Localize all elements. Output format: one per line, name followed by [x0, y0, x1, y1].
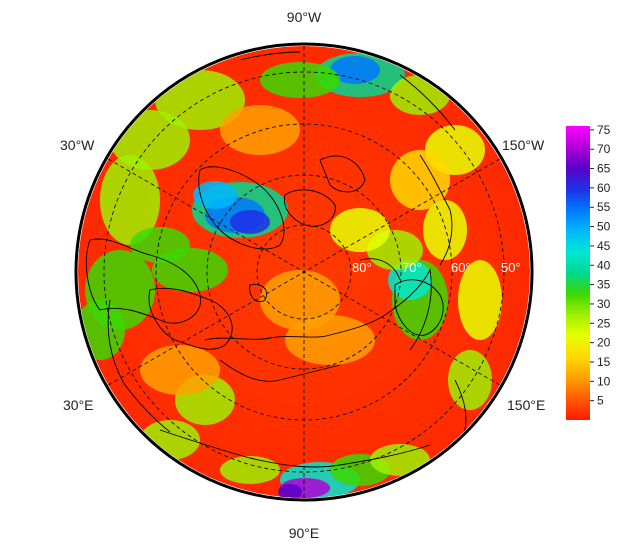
value-blob	[330, 208, 390, 252]
value-blob	[260, 62, 340, 98]
colorbar-tick-label: 40	[597, 258, 611, 272]
lat-label-50: 50°	[501, 260, 521, 275]
colorbar-tick-label: 15	[597, 355, 611, 369]
colorbar-tick-label: 70	[597, 142, 611, 156]
lat-label-70: 70°	[402, 260, 422, 275]
colorbar: 5 10 15 20 25 30 35 40 45 50 55 60 65 70 75	[566, 123, 611, 420]
colorbar-tick-label: 5	[597, 394, 604, 408]
lon-label-upper-right: 150°W	[502, 137, 545, 153]
lon-label-upper-left: 30°W	[60, 137, 95, 153]
colorbar-ticks: 5 10 15 20 25 30 35 40 45 50 55 60 65 70 75	[590, 123, 611, 408]
colorbar-tick-label: 20	[597, 336, 611, 350]
value-blob	[390, 150, 450, 210]
value-blob	[100, 155, 160, 245]
value-blob	[140, 345, 220, 395]
colorbar-tick-label: 10	[597, 374, 611, 388]
colorbar-tick-label: 75	[597, 123, 611, 137]
value-blob	[193, 181, 237, 209]
lon-label-lower-right: 150°E	[507, 397, 545, 413]
colorbar-tick-label: 25	[597, 316, 611, 330]
lat-label-60: 60°	[451, 260, 471, 275]
lon-label-lower-left: 30°E	[63, 397, 94, 413]
value-blob	[220, 105, 300, 155]
lon-label-bottom: 90°E	[289, 525, 320, 541]
coastlines	[85, 51, 467, 468]
value-blob	[330, 56, 380, 84]
value-blob	[278, 484, 302, 498]
colorbar-tick-label: 65	[597, 162, 611, 176]
value-blob	[130, 227, 190, 263]
value-blob	[423, 200, 467, 260]
value-blob	[285, 315, 375, 365]
graticule	[103, 46, 505, 498]
colorbar-gradient	[566, 126, 590, 420]
value-blob	[370, 444, 430, 476]
colorbar-tick-label: 45	[597, 239, 611, 253]
lat-label-80: 80°	[352, 260, 372, 275]
value-blob	[220, 456, 280, 484]
colorbar-tick-label: 50	[597, 220, 611, 234]
value-blob	[155, 70, 245, 130]
colorbar-tick-label: 35	[597, 278, 611, 292]
lon-label-top: 90°W	[287, 9, 322, 25]
value-blob	[260, 270, 340, 330]
value-blob	[448, 350, 492, 410]
value-blob	[458, 260, 502, 340]
colorbar-tick-label: 60	[597, 181, 611, 195]
colorbar-tick-label: 30	[597, 297, 611, 311]
map-boundary	[74, 42, 534, 502]
value-blob	[230, 210, 270, 234]
colorbar-tick-label: 55	[597, 200, 611, 214]
